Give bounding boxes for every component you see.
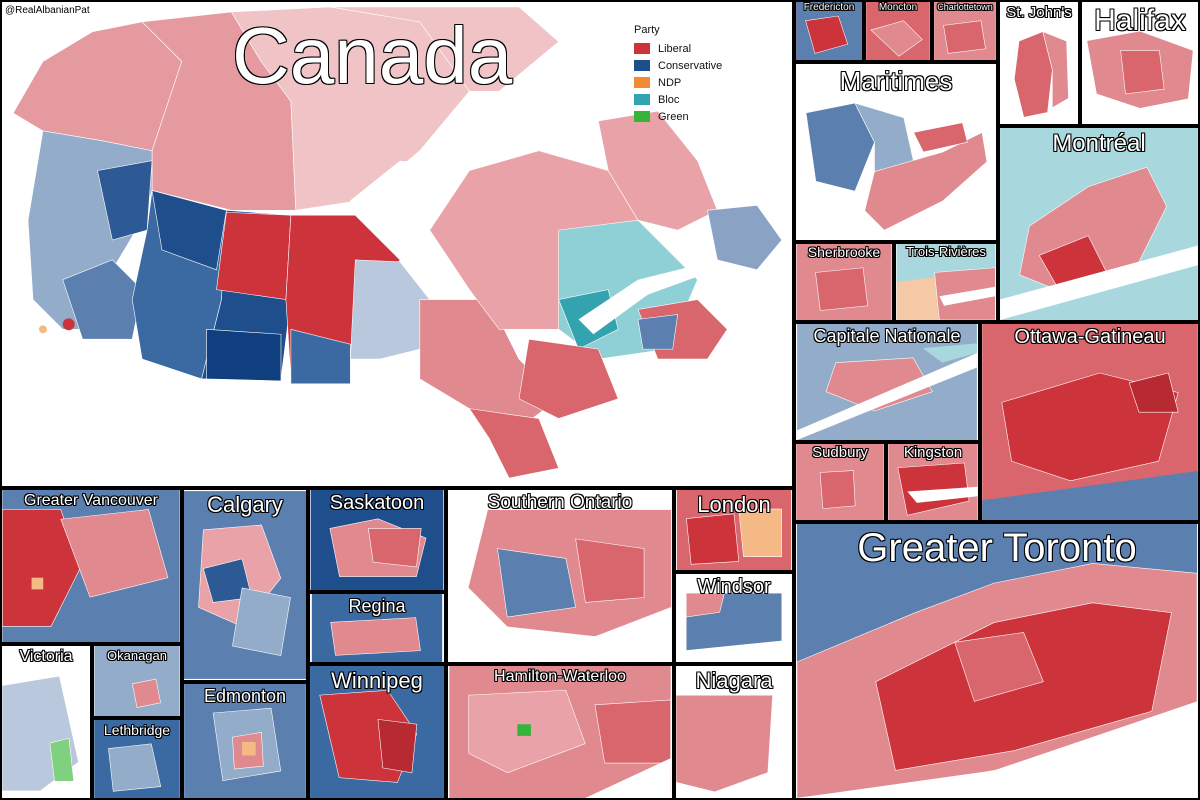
ottawa-gatineau-panel: Ottawa-Gatineau	[980, 322, 1200, 522]
london-panel: London	[674, 488, 794, 572]
legend-item-ndp: NDP	[634, 74, 722, 91]
panel-title: Regina	[348, 596, 406, 616]
legend-swatch	[634, 111, 650, 122]
trois-rivieres-panel: Trois-Rivières	[894, 242, 998, 322]
capitale-nationale-panel: Capitale Nationale	[794, 322, 980, 442]
regina-panel: Regina	[308, 592, 446, 664]
panel-title: Niagara	[695, 668, 773, 693]
panel-title: Hamilton-Waterloo	[494, 668, 626, 685]
panel-title: Winnipeg	[331, 668, 423, 693]
moncton-panel: Moncton	[864, 0, 932, 62]
panel-title: Greater Vancouver	[24, 492, 158, 509]
lethbridge-panel: Lethbridge	[92, 718, 182, 800]
saskatoon-panel: Saskatoon	[308, 488, 446, 592]
panel-title: Windsor	[697, 576, 771, 598]
arctic-islands	[330, 6, 560, 92]
sudbury-panel: Sudbury	[794, 442, 886, 522]
panel-title: St. John's	[1006, 4, 1072, 21]
greater-vancouver-panel: Greater Vancouver	[0, 488, 182, 644]
kingston-panel: Kingston	[886, 442, 980, 522]
halifax-panel: Halifax	[1080, 0, 1200, 126]
legend-label: Conservative	[658, 59, 723, 72]
winnipeg-panel: Winnipeg	[308, 664, 446, 800]
panel-title: Charlottetown	[937, 2, 993, 12]
maritimes-panel: Maritimes	[794, 62, 998, 242]
credit-label: @RealAlbanianPat	[5, 5, 90, 16]
panel-title: Capitale Nationale	[813, 326, 961, 346]
panel-title: Ottawa-Gatineau	[1014, 326, 1166, 348]
legend-swatch	[634, 43, 650, 54]
legend: Party Liberal Conservative NDP Bloc Gree…	[634, 24, 722, 125]
fredericton-panel: Fredericton	[794, 0, 864, 62]
legend-title: Party	[634, 24, 660, 36]
panel-title: Calgary	[207, 492, 283, 517]
legend-item-green: Green	[634, 108, 722, 125]
charlottetown-panel: Charlottetown	[932, 0, 998, 62]
victoria-panel: Victoria	[0, 644, 92, 800]
montreal-panel: Montréal	[998, 126, 1200, 322]
panel-title: Halifax	[1094, 4, 1186, 37]
panel-title: Edmonton	[203, 686, 287, 706]
panel-title: Okanagan	[107, 648, 167, 663]
newfoundland	[707, 205, 783, 271]
southern-ontario-panel: Southern Ontario	[446, 488, 674, 664]
panel-title: Fredericton	[803, 2, 855, 13]
ontario-south	[468, 408, 560, 479]
panel-title: Sudbury	[812, 444, 868, 461]
legend-item-bloc: Bloc	[634, 91, 722, 108]
sask-south	[206, 328, 282, 382]
legend-label: Liberal	[658, 42, 692, 55]
edmonton-panel: Edmonton	[182, 682, 308, 800]
hamilton-waterloo-panel: Hamilton-Waterloo	[446, 664, 674, 800]
quebec-south	[518, 338, 619, 419]
vancouver-dot	[62, 318, 75, 331]
panel-title: Greater Toronto	[857, 526, 1137, 570]
legend-label: Bloc	[658, 93, 680, 106]
panel-title: Sherbrooke	[807, 244, 881, 260]
niagara-panel: Niagara	[674, 664, 794, 800]
legend-swatch	[634, 60, 650, 71]
legend-item-liberal: Liberal	[634, 40, 722, 57]
panel-title: London	[697, 492, 771, 517]
windsor-panel: Windsor	[674, 572, 794, 664]
sask-north-lib	[216, 211, 292, 300]
panel-title: Moncton	[878, 2, 918, 13]
legend-item-conservative: Conservative	[634, 57, 722, 74]
canada-map-panel: @RealAlbanianPat Canada Party Liberal Co…	[0, 0, 794, 488]
panel-title: Lethbridge	[103, 722, 171, 738]
okanagan-panel: Okanagan	[92, 644, 182, 718]
legend-label: NDP	[658, 76, 682, 89]
legend-swatch	[634, 94, 650, 105]
alberta-north	[151, 190, 227, 271]
calgary-panel: Calgary	[182, 488, 308, 682]
nb-con	[637, 314, 679, 350]
canada-map	[12, 6, 783, 479]
legend-label: Green	[658, 110, 689, 123]
labrador	[597, 110, 718, 231]
bc-ndp-dot	[38, 325, 47, 334]
panel-title: Victoria	[19, 648, 73, 665]
panel-title: Maritimes	[839, 66, 953, 96]
legend-swatch	[634, 77, 650, 88]
panel-title: Saskatoon	[329, 492, 425, 514]
panel-title: Trois-Rivières	[906, 244, 986, 259]
manitoba-south	[290, 328, 351, 385]
panel-title: Kingston	[903, 444, 963, 461]
panel-title: Southern Ontario	[487, 492, 633, 513]
st-lawrence	[578, 264, 703, 335]
panel-title: Montréal	[1052, 130, 1146, 157]
main-title: Canada	[232, 11, 513, 100]
greater-toronto-panel: Greater Toronto	[794, 522, 1200, 800]
yukon-region	[12, 21, 183, 152]
sherbrooke-panel: Sherbrooke	[794, 242, 894, 322]
st-johns-panel: St. John's	[998, 0, 1080, 126]
